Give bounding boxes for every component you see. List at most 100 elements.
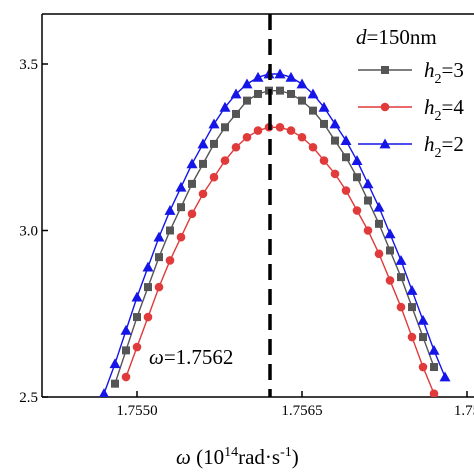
data-point [351,155,363,165]
data-point [132,342,142,352]
data-point [153,231,165,242]
data-point [408,303,416,312]
data-point [154,282,164,292]
data-point [120,324,132,335]
data-point [177,203,185,212]
x-axis-label: ω (1014rad·s-1) [176,445,299,469]
series-line [103,73,446,394]
data-point [407,332,417,342]
data-point [364,196,372,205]
series-layer [99,68,451,397]
y-tick-label: 3.5 [19,57,38,73]
data-point [397,273,405,282]
legend-title: d=150nm [356,25,437,49]
data-point [386,246,394,255]
data-point [430,363,438,372]
data-point [419,333,427,342]
data-point [429,389,439,397]
series-h2_2 [99,68,451,397]
data-point [109,358,121,369]
data-point [188,179,196,188]
data-point [298,96,306,105]
data-point [395,254,407,265]
data-point [176,232,186,242]
data-point [111,379,119,388]
data-point [253,126,263,135]
data-point [286,126,296,135]
data-point [199,159,207,168]
data-point [396,302,406,312]
data-point [208,118,220,129]
data-point [274,68,286,79]
vline-annotation: ω=1.7562 [149,345,233,369]
legend-marker [379,138,391,149]
data-point [276,86,284,95]
data-point [318,101,330,112]
legend-item: h2=4 [358,95,464,124]
data-point [362,178,374,189]
data-point [99,388,109,397]
data-point [144,283,152,292]
data-point [353,173,361,182]
x-tick-label: 1.75 [454,403,474,419]
data-point [131,291,143,302]
data-point [164,205,176,215]
legend-marker [381,66,389,74]
data-point [252,71,264,82]
data-point [219,101,231,112]
data-point [384,228,396,239]
data-point [166,226,174,235]
legend-label: h2=3 [424,58,464,87]
series-h2_3 [111,86,438,388]
data-point [121,372,131,382]
legend-label: h2=4 [424,95,464,124]
data-point [221,123,229,132]
data-point [165,256,175,265]
data-point [319,156,329,165]
plot-frame [41,13,474,398]
data-point [186,158,198,169]
data-point [254,89,262,98]
data-point [133,313,141,322]
data-point [230,88,242,99]
data-point [374,249,384,259]
data-point [287,89,295,98]
data-point [187,209,197,219]
data-point [243,96,251,105]
data-point [209,172,219,182]
data-point [417,314,429,325]
data-point [241,78,253,89]
data-point [242,132,252,142]
data-point [373,201,385,212]
data-point [439,371,451,382]
data-point [406,284,418,295]
data-point [363,226,373,235]
data-point [231,142,241,152]
data-point [122,346,130,355]
legend-item: h2=2 [358,132,464,161]
data-point [296,78,308,89]
series-h2_4 [121,122,439,397]
y-tick-label: 2.5 [19,390,38,406]
data-point [341,186,351,195]
data-point [352,206,362,215]
data-point [428,344,440,355]
data-point [198,189,208,199]
data-point [175,181,187,192]
data-point [142,261,154,272]
axis-ticks: 1.7550 1.7565 1.75 2.5 3.0 3.5 [19,57,474,419]
legend-label: h2=2 [424,132,464,161]
data-point [340,135,352,145]
data-point [307,88,319,99]
data-point [232,109,240,118]
data-point [418,362,428,372]
data-point [329,118,341,129]
data-point [275,122,285,132]
data-point [309,106,317,115]
series-line [114,89,435,384]
data-point [330,169,340,179]
y-tick-label: 3.0 [19,224,38,240]
data-point [155,253,163,262]
